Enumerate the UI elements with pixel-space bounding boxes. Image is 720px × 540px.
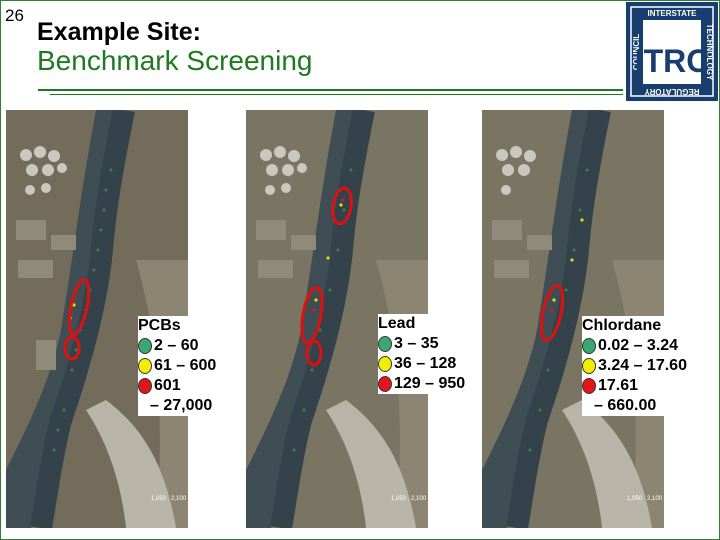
map-scale-label-2: 2,100 bbox=[411, 496, 427, 502]
yellow-dot-icon bbox=[582, 358, 596, 374]
legend-range: 36 – 128 bbox=[394, 355, 457, 372]
legend-title: PCBs bbox=[138, 317, 181, 334]
legend-range: 61 – 600 bbox=[154, 357, 217, 374]
legend-range: 3.24 – 17.60 bbox=[598, 357, 687, 374]
yellow-dot-icon bbox=[138, 358, 152, 374]
green-dot-icon bbox=[582, 338, 596, 354]
map-scale-label-2: 2,100 bbox=[647, 496, 663, 502]
legend-row-high: 17.61 bbox=[582, 376, 706, 396]
yellow-dot-icon bbox=[378, 356, 392, 372]
green-dot-icon bbox=[378, 336, 392, 352]
red-dot-icon bbox=[138, 378, 152, 394]
logo-word-right: TECHNOLOGY bbox=[705, 24, 714, 81]
aerial-map-pcbs: 1,050 2,100 bbox=[6, 110, 188, 528]
legend-row-high-cont: – 27,000 bbox=[138, 396, 232, 416]
legend-range: – 660.00 bbox=[594, 397, 657, 414]
legend-title: Lead bbox=[378, 315, 416, 332]
legend-row-mid: 3.24 – 17.60 bbox=[582, 356, 706, 376]
title-divider bbox=[38, 89, 623, 91]
legend-row-mid: 36 – 128 bbox=[378, 354, 473, 374]
legend-range: 601 bbox=[154, 377, 181, 394]
green-dot-icon bbox=[138, 338, 152, 354]
legend-title: Chlordane bbox=[582, 317, 662, 334]
legend-row-low: 3 – 35 bbox=[378, 334, 473, 354]
slide-title-line2: Benchmark Screening bbox=[37, 45, 313, 76]
title-divider-thin bbox=[50, 94, 623, 95]
map-scale-label-1: 1,050 bbox=[391, 496, 407, 502]
logo-word-left: COUNCIL bbox=[632, 34, 641, 71]
legend-range: 17.61 bbox=[598, 377, 639, 394]
legend-chlordane: Chlordane 0.02 – 3.24 3.24 – 17.60 17.61… bbox=[582, 316, 706, 416]
legend-range: 3 – 35 bbox=[394, 335, 439, 352]
legend-range: 2 – 60 bbox=[154, 337, 199, 354]
legend-row-mid: 61 – 600 bbox=[138, 356, 232, 376]
map-scale-label-2: 2,100 bbox=[171, 496, 187, 502]
legend-row-high-cont: – 660.00 bbox=[582, 396, 706, 416]
logo-word-bottom: REGULATORY bbox=[644, 87, 700, 96]
legend-row-high: 601 bbox=[138, 376, 232, 396]
legend-range: – 27,000 bbox=[150, 397, 213, 414]
red-dot-icon bbox=[378, 376, 392, 392]
legend-row-low: 0.02 – 3.24 bbox=[582, 336, 706, 356]
legend-row-high: 129 – 950 bbox=[378, 374, 473, 394]
legend-pcbs: PCBs 2 – 60 61 – 600 601 – 27,000 bbox=[138, 316, 232, 416]
aerial-map-lead: 1,050 2,100 bbox=[246, 110, 428, 528]
legend-range: 129 – 950 bbox=[394, 375, 466, 392]
logo-letters: ITRC bbox=[635, 43, 710, 79]
map-scale-label-1: 1,050 bbox=[151, 496, 167, 502]
map-scale-label-1: 1,050 bbox=[627, 496, 643, 502]
slide-number: 26 bbox=[5, 6, 24, 25]
slide-title-line1: Example Site: bbox=[37, 18, 201, 46]
legend-range: 0.02 – 3.24 bbox=[598, 337, 679, 354]
logo-word-top: INTERSTATE bbox=[647, 9, 697, 18]
itrc-logo: INTERSTATE REGULATORY COUNCIL TECHNOLOGY… bbox=[626, 2, 718, 101]
legend-lead: Lead 3 – 35 36 – 128 129 – 950 bbox=[378, 314, 473, 394]
red-dot-icon bbox=[582, 378, 596, 394]
legend-row-low: 2 – 60 bbox=[138, 336, 232, 356]
